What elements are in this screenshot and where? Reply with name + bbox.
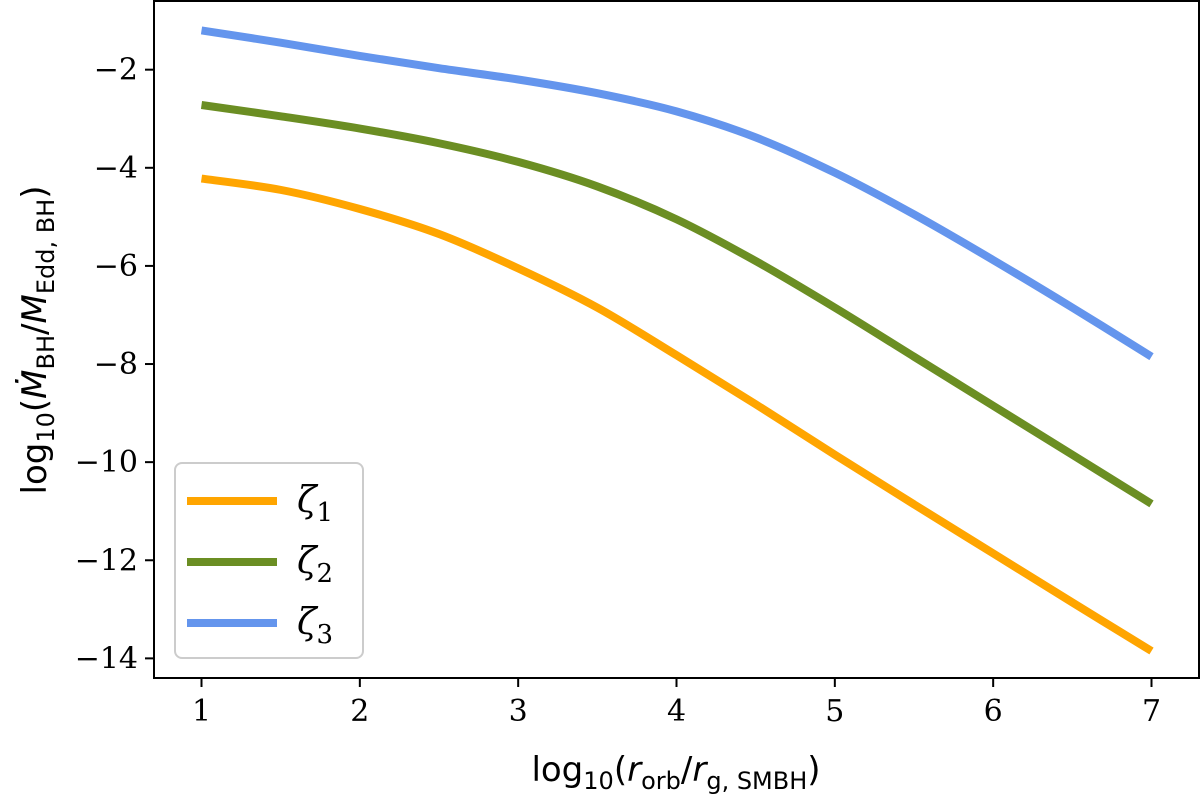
y-axis-label-close: ) <box>15 186 55 199</box>
legend-label-2: ζ2 <box>297 541 333 589</box>
series-line-2 <box>200 101 1154 508</box>
x-tick-label: 6 <box>984 694 1003 729</box>
series-layer <box>200 26 1154 655</box>
x-axis-label-slash: / <box>681 750 693 790</box>
x-tick-label: 2 <box>350 694 369 729</box>
y-tick-label: −12 <box>75 543 138 578</box>
y-axis-label-open: ( <box>15 399 55 412</box>
x-axis-label-prefix-sub: 10 <box>583 767 614 794</box>
x-tick-label: 7 <box>1142 694 1161 729</box>
x-axis-label-den: r <box>692 750 708 790</box>
x-axis-label-close: ) <box>807 750 820 790</box>
y-tick-label: −10 <box>75 445 138 480</box>
series-line-1 <box>200 174 1154 655</box>
ticks-layer: 1 2 3 4 5 6 7 −2 −4 −6 −8 −10 −12 −14 <box>75 53 1161 729</box>
x-axis-label-prefix: log <box>531 750 583 790</box>
x-tick-label: 3 <box>509 694 528 729</box>
y-tick-label: −4 <box>94 151 138 186</box>
legend-label-3: ζ3 <box>297 602 333 650</box>
x-axis-label-den-sub: g, SMBH <box>706 767 807 794</box>
x-axis-label-num-sub: orb <box>641 767 681 794</box>
y-axis-label-num-sub: BH <box>32 335 60 370</box>
legend-label-1: ζ1 <box>297 480 333 528</box>
x-axis-label-open: ( <box>614 750 627 790</box>
y-tick-label: −14 <box>75 641 138 676</box>
y-axis-label-prefix-sub: 10 <box>32 412 60 443</box>
y-tick-label: −6 <box>94 249 138 284</box>
x-tick-label: 5 <box>825 694 844 729</box>
y-axis-label-den-sub: Edd, BH <box>32 199 60 294</box>
legend: ζ1 ζ2 ζ3 <box>174 462 364 659</box>
series-line-3 <box>200 26 1154 361</box>
y-axis-label: log10(ṀBH/MEdd, BH) <box>15 186 60 495</box>
y-axis-label-num: Ṁ <box>15 370 55 399</box>
y-axis-label-slash: / <box>15 323 55 335</box>
y-tick-label: −8 <box>94 347 138 382</box>
x-tick-label: 4 <box>667 694 686 729</box>
x-tick-label: 1 <box>192 694 211 729</box>
x-axis-label: log10(rorb/rg, SMBH) <box>531 750 820 794</box>
y-axis-label-den: M <box>15 294 55 323</box>
y-axis-label-prefix: log <box>15 443 55 495</box>
y-tick-label: −2 <box>94 53 138 88</box>
x-axis-label-num: r <box>627 750 643 790</box>
